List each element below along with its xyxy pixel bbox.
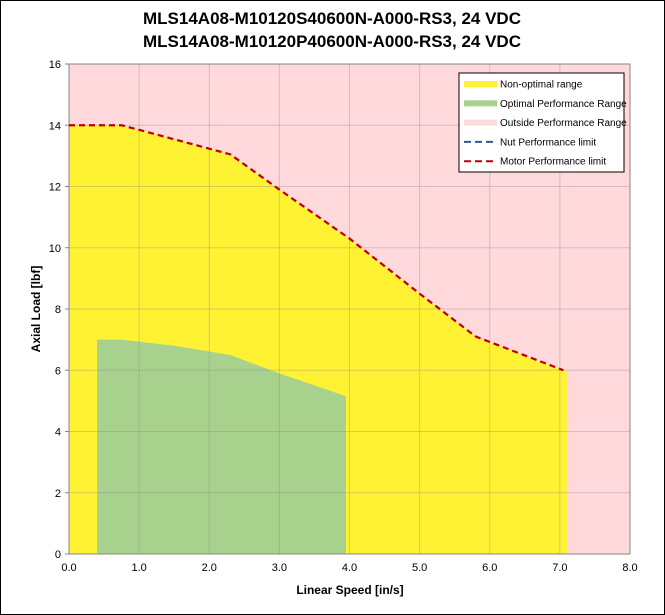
chart-title-line-2: MLS14A08-M10120P40600N-A000-RS3, 24 VDC (143, 32, 521, 51)
y-tick-label: 2 (55, 488, 61, 500)
y-tick-label: 4 (55, 427, 61, 439)
legend-swatch (464, 100, 497, 107)
x-tick-label: 4.0 (342, 562, 357, 574)
x-tick-label: 3.0 (272, 562, 287, 574)
legend-label: Outside Performance Range (500, 118, 627, 129)
motor-performance-limit-line (69, 124, 564, 372)
legend-label: Optimal Performance Range (500, 99, 627, 110)
x-tick-label: 8.0 (622, 562, 637, 574)
legend-swatch (464, 81, 497, 87)
x-tick-label: 6.0 (482, 562, 497, 574)
x-tick-label: 0.0 (61, 562, 76, 574)
legend-label: Non-optimal range (500, 80, 583, 91)
x-axis-label: Linear Speed [in/s] (296, 583, 403, 597)
x-tick-label: 7.0 (552, 562, 567, 574)
legend-label: Nut Performance limit (500, 137, 596, 148)
x-tick-label: 2.0 (202, 562, 217, 574)
y-tick-label: 0 (55, 549, 61, 561)
x-tick-label: 1.0 (131, 562, 146, 574)
plot-border (68, 63, 631, 555)
y-tick-label: 14 (49, 120, 61, 132)
y-tick-label: 8 (55, 304, 61, 316)
x-tick-label: 5.0 (412, 562, 427, 574)
legend-swatch (464, 119, 497, 126)
legend: Non-optimal range Optimal Performance Ran… (458, 72, 627, 173)
y-tick-label: 12 (49, 182, 61, 194)
optimal-area (97, 339, 346, 554)
y-tick-label: 16 (49, 59, 61, 71)
y-axis-label: Axial Load [lbf] (29, 266, 43, 353)
y-tick-label: 6 (55, 365, 61, 377)
chart-title-line-1: MLS14A08-M10120S40600N-A000-RS3, 24 VDC (143, 9, 521, 28)
y-tick-label: 10 (49, 243, 61, 255)
legend-label: Motor Performance limit (500, 157, 606, 168)
